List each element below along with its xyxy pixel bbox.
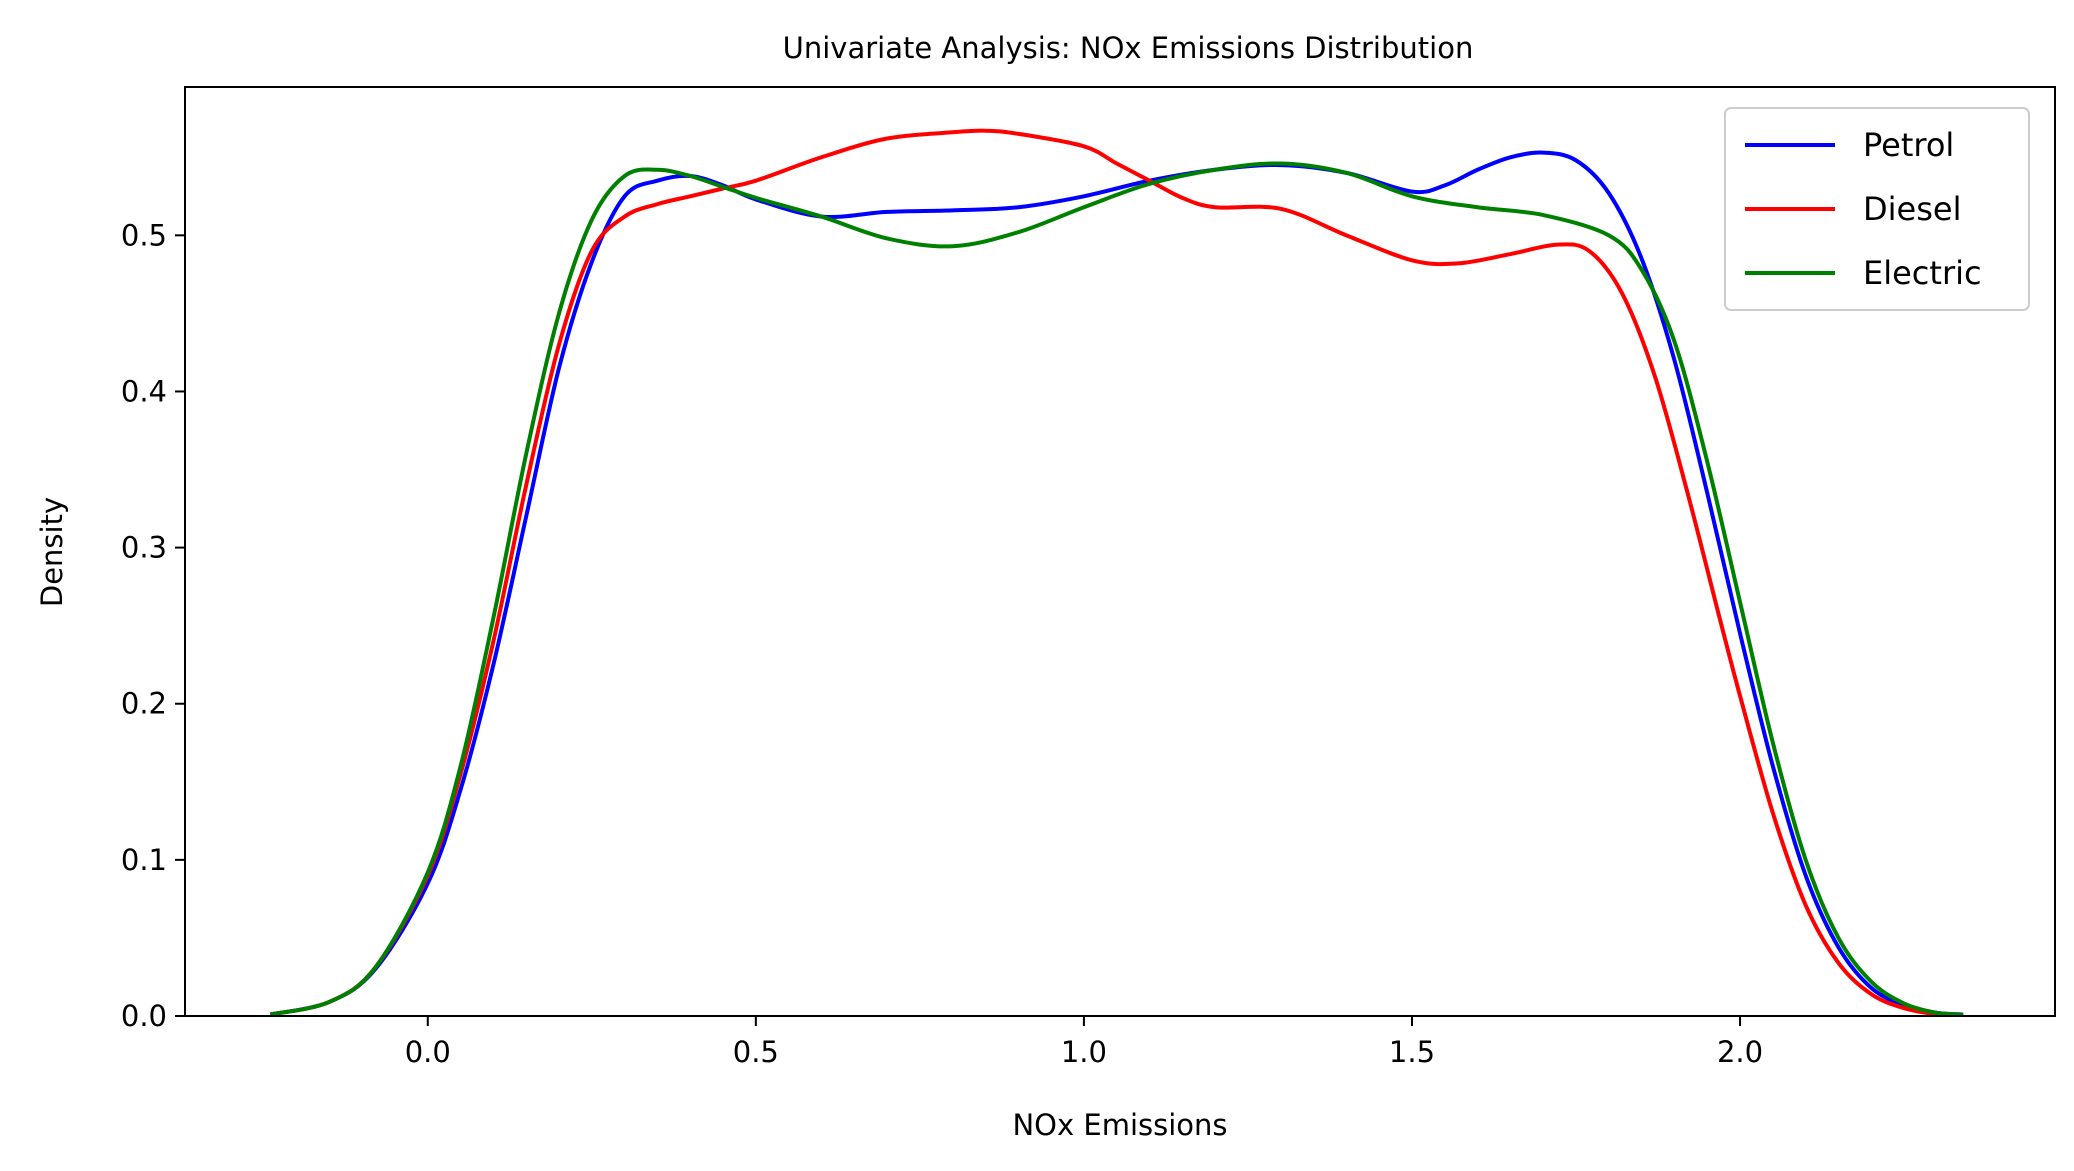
y-tick-label: 0.4 <box>121 374 167 408</box>
series-line-electric <box>269 161 1964 1016</box>
y-tick-label: 0.1 <box>121 843 167 877</box>
y-tick-label: 0.5 <box>121 218 167 252</box>
legend-label-petrol: Petrol <box>1863 126 1954 164</box>
plot-area <box>184 86 2056 1017</box>
series-lines <box>269 128 1964 1016</box>
legend: Petrol Diesel Electric <box>1724 107 2030 311</box>
y-tick-label: 0.3 <box>121 531 167 565</box>
x-tick-label: 0.5 <box>733 1035 779 1069</box>
x-tick-label: 0.0 <box>405 1035 451 1069</box>
y-axis-label: Density <box>35 497 69 607</box>
plot-frame <box>184 86 2056 1017</box>
x-axis-ticks: 0.0 0.5 1.0 1.5 2.0 <box>405 1016 1763 1069</box>
legend-frame <box>1724 107 2030 311</box>
y-axis-ticks: 0.0 0.1 0.2 0.3 0.4 0.5 <box>121 218 185 1033</box>
y-tick-label: 0.2 <box>121 687 167 721</box>
legend-label-diesel: Diesel <box>1863 190 1961 228</box>
chart-title: Univariate Analysis: NOx Emissions Distr… <box>783 31 1474 65</box>
y-tick-label: 0.0 <box>121 999 167 1033</box>
x-axis-label: NOx Emissions <box>1012 1108 1227 1142</box>
x-tick-label: 1.5 <box>1389 1035 1435 1069</box>
series-line-diesel <box>269 128 1964 1016</box>
x-tick-label: 1.0 <box>1061 1035 1107 1069</box>
x-tick-label: 2.0 <box>1717 1035 1763 1069</box>
legend-label-electric: Electric <box>1863 254 1982 292</box>
